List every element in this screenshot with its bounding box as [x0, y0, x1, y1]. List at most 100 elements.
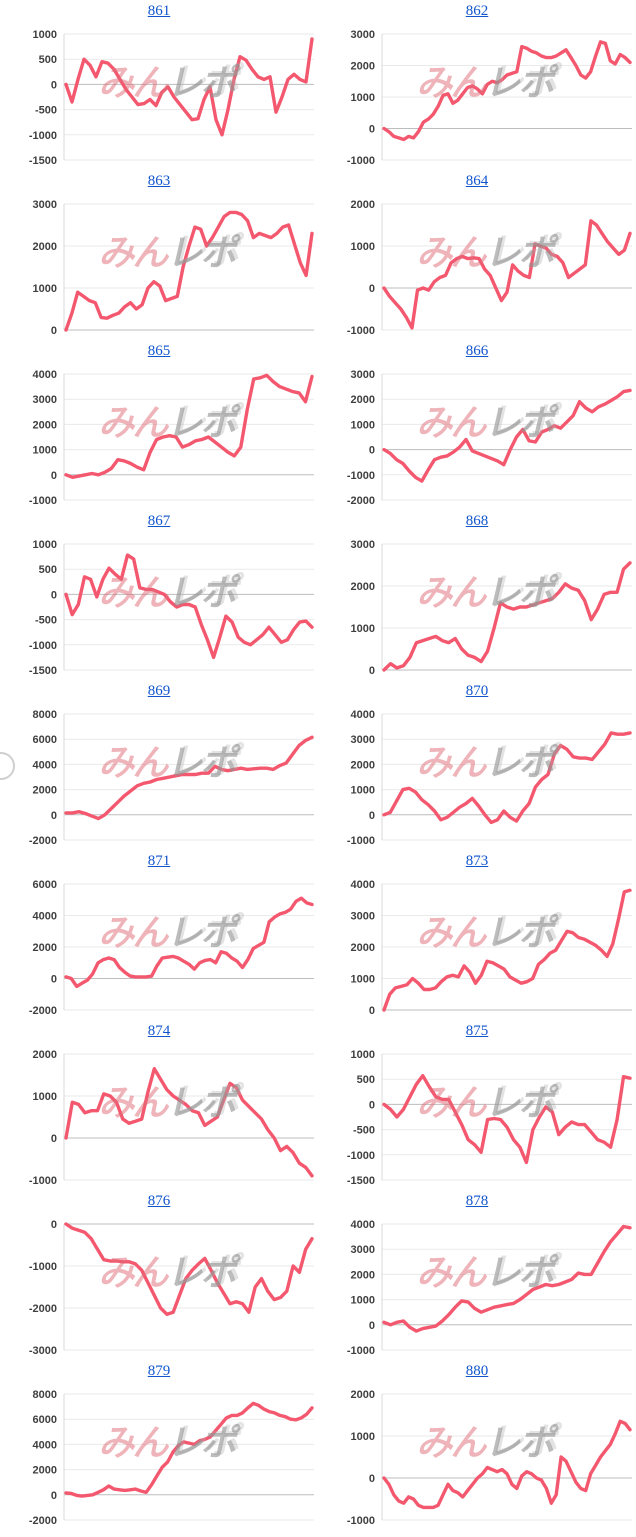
chart-link[interactable]: 863 — [147, 173, 171, 189]
chart-link[interactable]: 867 — [147, 513, 171, 529]
y-axis-label: 3000 — [351, 29, 375, 41]
y-axis-label: -1000 — [29, 130, 57, 142]
y-axis-label: -2000 — [347, 495, 375, 507]
y-axis-label: -1000 — [29, 1261, 57, 1273]
y-axis-label: -1000 — [347, 325, 375, 337]
y-axis-label: 1000 — [33, 29, 57, 41]
y-axis-label: 6000 — [33, 734, 57, 746]
y-axis-label: -3000 — [29, 1345, 57, 1357]
y-axis-label: 0 — [51, 589, 57, 601]
chart-cell: 868 3000 2000 1000 0 みんレポ — [318, 510, 636, 680]
y-axis-label: 2000 — [33, 419, 57, 431]
chart-cell: 861 1000 500 0 -500 -1000 -1500 みんレポ — [0, 0, 318, 170]
y-axis-label: 8000 — [33, 709, 57, 721]
series-line — [382, 40, 632, 142]
series-line — [382, 731, 632, 825]
y-axis-label: 0 — [51, 470, 57, 482]
chart-cell: 867 1000 500 0 -500 -1000 -1500 みんレポ — [0, 510, 318, 680]
y-axis-label: 3000 — [351, 539, 375, 551]
chart-link[interactable]: 876 — [147, 1193, 171, 1209]
y-axis-label: -500 — [353, 1125, 375, 1137]
chart-link[interactable]: 866 — [465, 343, 489, 359]
chart-link[interactable]: 880 — [465, 1363, 489, 1379]
y-axis-label: 2000 — [351, 1389, 375, 1401]
y-axis-label: 1000 — [351, 92, 375, 104]
series-line — [382, 388, 632, 483]
y-axis-label: 0 — [369, 1320, 375, 1332]
chart-plot: 3000 2000 1000 0 — [351, 539, 632, 677]
y-axis-label: 0 — [51, 1219, 57, 1231]
chart-cell: 862 3000 2000 1000 0 -1000 みんレポ — [318, 0, 636, 170]
chart-link[interactable]: 862 — [465, 3, 489, 19]
chart-cell: 864 2000 1000 0 -1000 みんレポ — [318, 170, 636, 340]
y-axis-label: 0 — [51, 1133, 57, 1145]
series-line — [382, 1224, 632, 1333]
series-line — [64, 1222, 314, 1317]
y-axis-label: 2000 — [33, 942, 57, 954]
y-axis-label: 0 — [369, 445, 375, 457]
y-axis-label: 2000 — [351, 1269, 375, 1281]
chart-link[interactable]: 861 — [147, 3, 171, 19]
y-axis-label: 0 — [51, 325, 57, 337]
y-axis-label: 4000 — [351, 879, 375, 891]
chart-link[interactable]: 879 — [147, 1363, 171, 1379]
chart-cell: 880 2000 1000 0 -1000 みんレポ — [318, 1360, 636, 1530]
chart-plot: 2000 1000 0 -1000 — [347, 1389, 632, 1527]
chart-cell: 865 4000 3000 2000 1000 0 -1000 みんレポ — [0, 340, 318, 510]
chart-plot: 4000 3000 2000 1000 0 -1000 — [29, 369, 314, 507]
y-axis-label: 1000 — [351, 785, 375, 797]
chart-link[interactable]: 868 — [465, 513, 489, 529]
y-axis-label: -1000 — [347, 835, 375, 847]
chart-cell: 874 2000 1000 0 -1000 みんレポ — [0, 1020, 318, 1190]
y-axis-label: 1000 — [33, 445, 57, 457]
y-axis-label: 1000 — [351, 623, 375, 635]
series-line — [64, 37, 314, 137]
y-axis-label: 2000 — [351, 394, 375, 406]
y-axis-label: 1000 — [351, 241, 375, 253]
chart-plot: 3000 2000 1000 0 -1000 -2000 — [347, 369, 632, 507]
chart-cell: 863 3000 2000 1000 0 みんレポ — [0, 170, 318, 340]
chart-link[interactable]: 869 — [147, 683, 171, 699]
chart-plot: 6000 4000 2000 0 -2000 — [29, 879, 314, 1017]
y-axis-label: 500 — [357, 1074, 375, 1086]
chart-plot: 4000 3000 2000 1000 0 -1000 — [347, 1219, 632, 1357]
y-axis-label: 0 — [369, 810, 375, 822]
chart-link[interactable]: 878 — [465, 1193, 489, 1209]
y-axis-label: -1000 — [347, 1150, 375, 1162]
chart-link[interactable]: 865 — [147, 343, 171, 359]
y-axis-label: -1500 — [347, 1175, 375, 1187]
y-axis-label: 0 — [51, 810, 57, 822]
series-line — [382, 219, 632, 330]
chart-cell: 869 8000 6000 4000 2000 0 -2000 みんレポ — [0, 680, 318, 850]
chart-plot: 1000 500 0 -500 -1000 -1500 — [29, 29, 314, 167]
y-axis-label: 1000 — [351, 1295, 375, 1307]
y-axis-label: 8000 — [33, 1389, 57, 1401]
chart-link[interactable]: 875 — [465, 1023, 489, 1039]
chart-cell: 879 8000 6000 4000 2000 0 -2000 みんレポ — [0, 1360, 318, 1530]
y-axis-label: 4000 — [33, 369, 57, 381]
y-axis-label: 2000 — [33, 785, 57, 797]
y-axis-label: 2000 — [33, 1049, 57, 1061]
y-axis-label: 2000 — [351, 581, 375, 593]
chart-link[interactable]: 874 — [147, 1023, 171, 1039]
chart-cell: 871 6000 4000 2000 0 -2000 みんレポ — [0, 850, 318, 1020]
chart-plot: 0 -1000 -2000 -3000 — [29, 1219, 314, 1357]
chart-cell: 876 0 -1000 -2000 -3000 みんレポ — [0, 1190, 318, 1360]
y-axis-label: 1000 — [351, 1049, 375, 1061]
chart-plot: 3000 2000 1000 0 -1000 — [347, 29, 632, 167]
chart-cell: 873 4000 3000 2000 1000 0 みんレポ — [318, 850, 636, 1020]
chart-cell: 866 3000 2000 1000 0 -1000 -2000 みんレポ — [318, 340, 636, 510]
series-line — [382, 1074, 632, 1165]
chart-link[interactable]: 870 — [465, 683, 489, 699]
y-axis-label: -1000 — [347, 1345, 375, 1357]
y-axis-label: 0 — [369, 283, 375, 295]
y-axis-label: 1000 — [351, 419, 375, 431]
chart-link[interactable]: 873 — [465, 853, 489, 869]
chart-link[interactable]: 864 — [465, 173, 489, 189]
y-axis-label: 0 — [51, 974, 57, 986]
y-axis-label: 1000 — [33, 539, 57, 551]
y-axis-label: 0 — [369, 1099, 375, 1111]
y-axis-label: -500 — [35, 615, 57, 627]
y-axis-label: 4000 — [351, 1219, 375, 1231]
chart-link[interactable]: 871 — [147, 853, 171, 869]
